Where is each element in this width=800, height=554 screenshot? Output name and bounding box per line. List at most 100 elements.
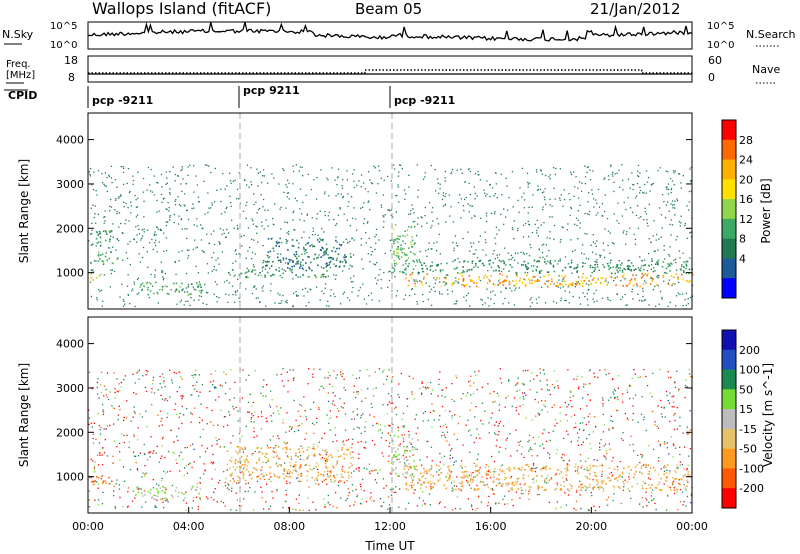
power-noise-point — [363, 298, 366, 300]
velocity-band-4-point — [487, 486, 490, 489]
power-band-4-point — [329, 256, 332, 259]
power-band-0-point — [95, 277, 98, 279]
nave-label: Nave — [752, 63, 780, 76]
power-noise-point — [604, 177, 606, 179]
power-noise-point — [319, 237, 321, 240]
velocity-band-4-point — [539, 468, 542, 471]
velocity-band-2-point — [348, 476, 350, 479]
power-band-1-point — [108, 240, 111, 243]
power-noise-point — [165, 183, 167, 186]
power-band-7-point — [573, 267, 575, 270]
velocity-noise-point — [488, 495, 490, 498]
power-band-5-point — [404, 268, 407, 271]
power-noise-point — [621, 296, 624, 298]
velocity-band-2-point — [255, 462, 258, 464]
velocity-noise-point — [186, 464, 188, 467]
velocity-noise-point — [583, 383, 585, 385]
power-noise-point — [584, 295, 586, 298]
velocity-noise-point — [661, 416, 663, 418]
velocity-noise-point — [480, 480, 482, 483]
velocity-noise-point — [269, 439, 272, 441]
power-noise-point — [401, 251, 403, 254]
power-noise-point — [529, 244, 531, 246]
velocity-band-2-point — [286, 471, 289, 473]
power-band-4-point — [342, 241, 345, 243]
power-band-7-point — [462, 269, 464, 272]
power-noise-point — [218, 263, 220, 265]
velocity-band-4-point — [628, 478, 631, 481]
power-noise-point — [380, 204, 383, 206]
power-noise-point — [446, 289, 449, 291]
power-noise-point — [229, 180, 232, 182]
velocity-noise-point — [276, 374, 278, 376]
velocity-band-4-point — [632, 476, 635, 479]
power-noise-point — [321, 227, 323, 230]
power-noise-point — [117, 197, 120, 199]
velocity-noise-point — [438, 474, 440, 476]
velocity-band-4-point — [649, 487, 652, 489]
velocity-noise-point — [416, 505, 419, 507]
power-noise-point — [536, 171, 538, 173]
power-band-6-point — [592, 279, 594, 281]
velocity-noise-point — [120, 433, 123, 435]
velocity-noise-point — [467, 419, 469, 421]
power-noise-point — [342, 195, 344, 198]
velocity-noise-point — [198, 421, 201, 424]
power-noise-point — [642, 290, 644, 292]
power-noise-point — [302, 201, 304, 204]
power-band-7-point — [669, 264, 671, 267]
power-noise-point — [210, 207, 212, 209]
velocity-noise-point — [318, 441, 321, 443]
power-band-4-point — [277, 241, 280, 244]
power-band-6-point — [630, 278, 633, 281]
power-noise-point — [586, 213, 589, 215]
velocity-noise-point — [603, 455, 605, 457]
power-noise-point — [236, 290, 239, 292]
velocity-band-4-point — [668, 472, 671, 475]
power-noise-point — [121, 283, 123, 286]
power-noise-point — [104, 210, 106, 212]
velocity-noise-point — [301, 423, 303, 425]
velocity-noise-point — [562, 459, 564, 461]
velocity-noise-point — [318, 408, 320, 410]
power-noise-point — [277, 292, 279, 295]
power-noise-point — [257, 172, 260, 174]
power-noise-point — [287, 230, 290, 233]
power-noise-point — [667, 183, 670, 185]
velocity-noise-point — [223, 446, 225, 448]
velocity-noise-point — [291, 426, 293, 428]
velocity-band-2-point — [334, 479, 336, 482]
velocity-band-2-point — [236, 466, 239, 469]
power-noise-point — [617, 264, 619, 266]
power-band-4-point — [320, 239, 322, 241]
power-band-7-point — [439, 270, 442, 273]
velocity-noise-point — [597, 486, 599, 489]
velocity-noise-point — [579, 480, 581, 482]
velocity-noise-point — [386, 375, 389, 377]
power-noise-point — [285, 207, 287, 209]
power-noise-point — [348, 299, 351, 301]
power-noise-point — [639, 172, 641, 174]
power-noise-point — [453, 249, 455, 252]
power-band-6-point — [568, 284, 570, 287]
velocity-noise-point — [191, 466, 193, 469]
velocity-noise-point — [566, 430, 568, 432]
power-noise-point — [562, 278, 564, 280]
power-noise-point — [688, 201, 690, 203]
power-noise-point — [424, 214, 426, 217]
power-noise-point — [651, 183, 653, 185]
velocity-noise-point — [399, 443, 402, 445]
power-band-3-point — [238, 274, 241, 276]
power-noise-point — [183, 204, 185, 206]
power-noise-point — [239, 300, 241, 303]
power-band-4-point — [286, 267, 289, 269]
velocity-band-1-point — [156, 495, 159, 497]
power-noise-point — [303, 246, 305, 248]
power-noise-point — [639, 192, 641, 194]
velocity-noise-point — [496, 439, 498, 441]
power-noise-point — [670, 188, 673, 191]
power-noise-point — [341, 187, 344, 189]
power-band-7-point — [526, 268, 528, 270]
power-band-6-point — [543, 275, 545, 278]
power-noise-point — [131, 288, 134, 290]
